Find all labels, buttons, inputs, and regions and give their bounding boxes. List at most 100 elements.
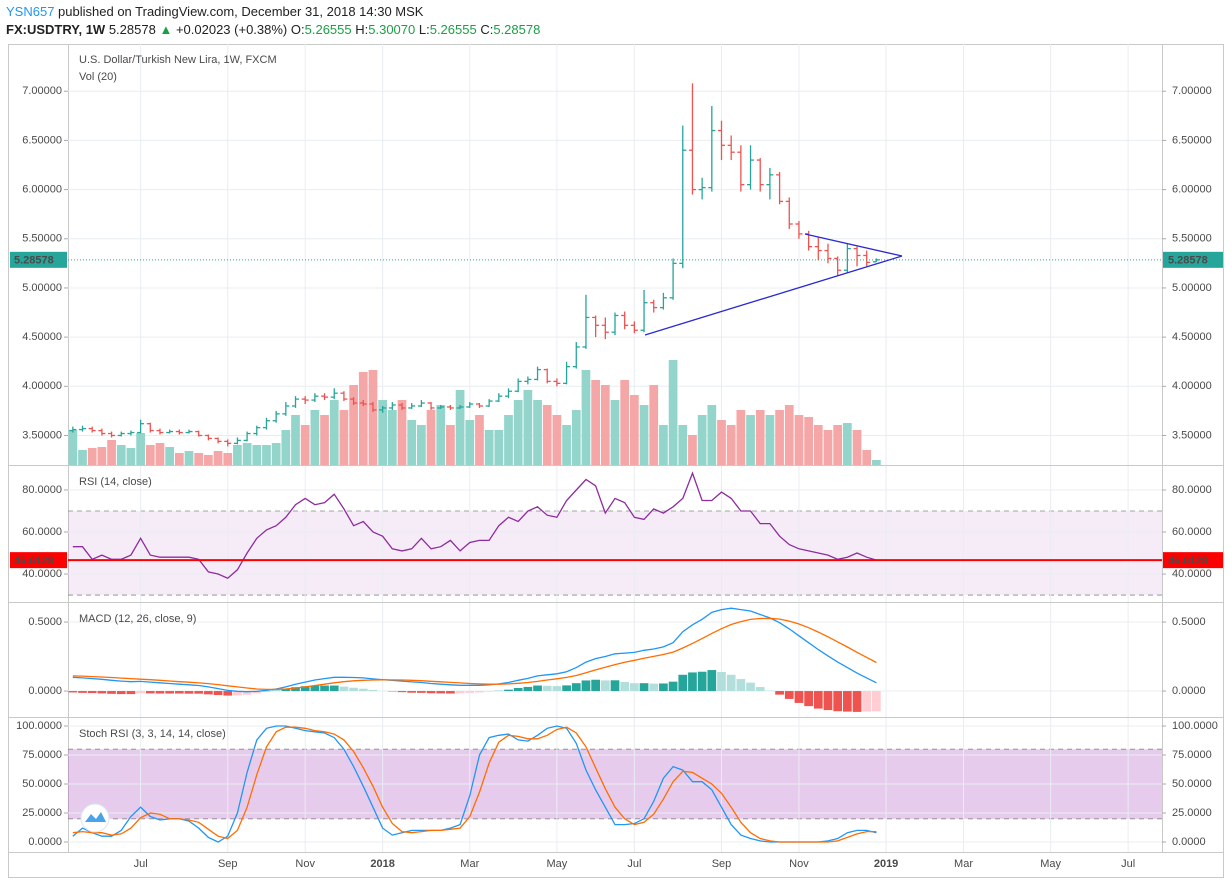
histogram-bar: [542, 685, 552, 692]
histogram-bar: [533, 685, 542, 692]
volume-bar: [87, 448, 97, 465]
y-tick-label: 0.0000: [28, 685, 62, 697]
histogram-bar: [455, 691, 465, 694]
histogram-bar: [659, 683, 668, 692]
pane-title: RSI (14, close): [79, 476, 152, 488]
volume-bar: [262, 445, 271, 465]
last-value-box: [10, 552, 67, 569]
o-label: O:: [290, 22, 305, 37]
volume-bar: [513, 400, 523, 465]
outer-border: [8, 44, 1224, 878]
x-tick-label: Jul: [627, 858, 641, 870]
last-value-box: [1163, 251, 1223, 268]
volume-bar: [872, 460, 881, 465]
y-tick-label: 40.0000: [1172, 568, 1212, 580]
volume-bar: [717, 420, 726, 465]
y-tick-label: 50.0000: [1172, 778, 1212, 790]
volume-bar: [571, 410, 581, 465]
volume-bar: [581, 370, 591, 465]
volume-bar: [368, 370, 378, 465]
histogram-bar: [310, 685, 320, 692]
volume-bar: [736, 410, 746, 465]
histogram-bar: [842, 691, 852, 712]
trend-line: [804, 233, 903, 257]
histogram-bar: [281, 688, 291, 692]
histogram-bar: [300, 686, 310, 692]
y-tick-label: 7.00000: [22, 85, 62, 97]
histogram-bar: [726, 674, 736, 692]
y-tick-label: 4.50000: [1172, 331, 1212, 343]
volume-bar: [678, 425, 688, 465]
header: YSN657 published on TradingView.com, Dec…: [6, 3, 540, 39]
volume-bar: [494, 430, 504, 465]
histogram-bar: [562, 685, 571, 692]
histogram-bar: [872, 691, 881, 712]
last-value-box: [10, 251, 67, 268]
y-tick-label: 0.5000: [1172, 616, 1206, 628]
histogram-bar: [97, 691, 107, 694]
series-line: [72, 471, 877, 579]
volume-bar: [300, 425, 310, 465]
volume-bar: [475, 415, 484, 465]
volume-bar: [358, 372, 368, 465]
x-tick-label: Sep: [712, 858, 732, 870]
y-tick-label: 25.0000: [22, 807, 62, 819]
histogram-bar: [668, 681, 678, 692]
volume-bar: [833, 425, 843, 465]
histogram-bar: [852, 691, 862, 712]
x-tick-label: 2019: [874, 858, 898, 870]
histogram-bar: [688, 672, 697, 692]
volume-bar: [281, 430, 291, 465]
y-tick-label: 7.00000: [1172, 85, 1212, 97]
histogram-bar: [755, 687, 765, 692]
series-line: [72, 607, 877, 693]
histogram-bar: [775, 691, 784, 695]
y-tick-label: 40.0000: [22, 568, 62, 580]
volume-bar: [542, 405, 552, 465]
histogram-bar: [174, 691, 184, 694]
x-tick-label: 2018: [370, 858, 394, 870]
histogram-bar: [833, 691, 843, 712]
author[interactable]: YSN657: [6, 4, 55, 19]
volume-bar: [649, 385, 659, 465]
histogram-bar: [446, 691, 455, 694]
triangle-drawing: [644, 233, 903, 336]
volume-bar: [213, 451, 223, 465]
histogram-bar: [194, 691, 204, 694]
histogram-bar: [736, 679, 746, 692]
volume-bar: [813, 425, 823, 465]
volume-bar: [426, 410, 436, 465]
last-value-label: 46.6128: [1168, 555, 1208, 567]
histogram-bar: [484, 691, 494, 692]
histogram-bar: [504, 689, 513, 692]
histogram-bar: [436, 691, 446, 694]
histogram-bar: [465, 691, 475, 693]
histogram-bar: [252, 691, 262, 694]
volume-bar: [755, 410, 765, 465]
volume-bar: [823, 430, 833, 465]
symbol: FX:USDTRY, 1W: [6, 22, 106, 37]
y-tick-label: 75.0000: [1172, 749, 1212, 761]
histogram-bar: [397, 691, 407, 693]
y-tick-label: 80.0000: [1172, 484, 1212, 496]
volume-bar: [600, 385, 610, 465]
histogram-bar: [165, 691, 175, 694]
logo: [80, 803, 110, 833]
y-tick-label: 50.0000: [22, 778, 62, 790]
histogram-bar: [291, 687, 300, 692]
y-tick-label: 3.50000: [22, 429, 62, 441]
histogram-bar: [329, 685, 339, 692]
volume-bar: [784, 405, 794, 465]
volume-bar: [242, 443, 252, 465]
series-line: [72, 725, 877, 843]
y-tick-label: 6.50000: [1172, 134, 1212, 146]
histogram-bar: [717, 672, 726, 692]
volume-bar: [397, 400, 407, 465]
volume-bar: [668, 360, 678, 465]
volume-bar: [707, 405, 717, 465]
volume-bar: [523, 390, 533, 465]
volume-bar: [562, 425, 571, 465]
histogram-bar: [242, 691, 252, 695]
